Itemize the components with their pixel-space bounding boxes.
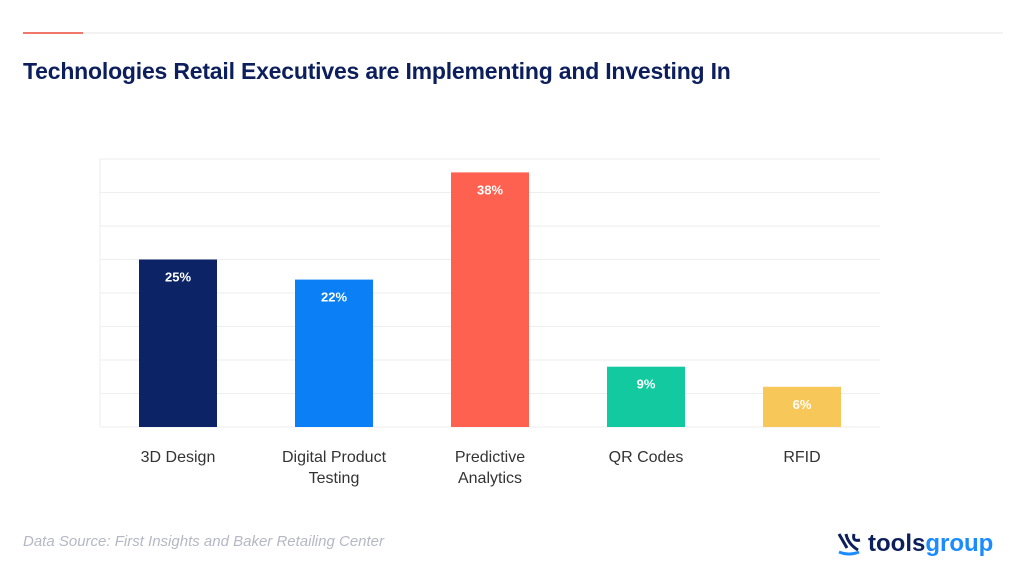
data-source: Data Source: First Insights and Baker Re… <box>23 533 385 550</box>
chart-title: Technologies Retail Executives are Imple… <box>23 58 731 84</box>
category-label: Digital Product <box>282 449 387 466</box>
category-label: Predictive <box>455 449 525 466</box>
data-label: 22% <box>321 290 347 305</box>
toolsgroup-logo: toolsgroup <box>836 530 993 558</box>
bar <box>451 172 529 427</box>
category-label: RFID <box>783 449 820 466</box>
logo-icon <box>837 533 861 556</box>
data-label: 9% <box>637 377 656 392</box>
bar <box>607 366 685 427</box>
bar <box>295 279 373 427</box>
top-divider <box>23 32 1003 34</box>
category-label: Analytics <box>458 470 522 487</box>
data-label: 25% <box>165 270 191 285</box>
bar <box>139 259 217 427</box>
accent-line <box>23 32 83 34</box>
data-label: 38% <box>477 182 503 197</box>
category-label: 3D Design <box>141 449 216 466</box>
category-label: QR Codes <box>609 449 684 466</box>
bar <box>763 386 841 427</box>
category-label: Testing <box>309 470 360 487</box>
data-label: 6% <box>793 397 812 412</box>
